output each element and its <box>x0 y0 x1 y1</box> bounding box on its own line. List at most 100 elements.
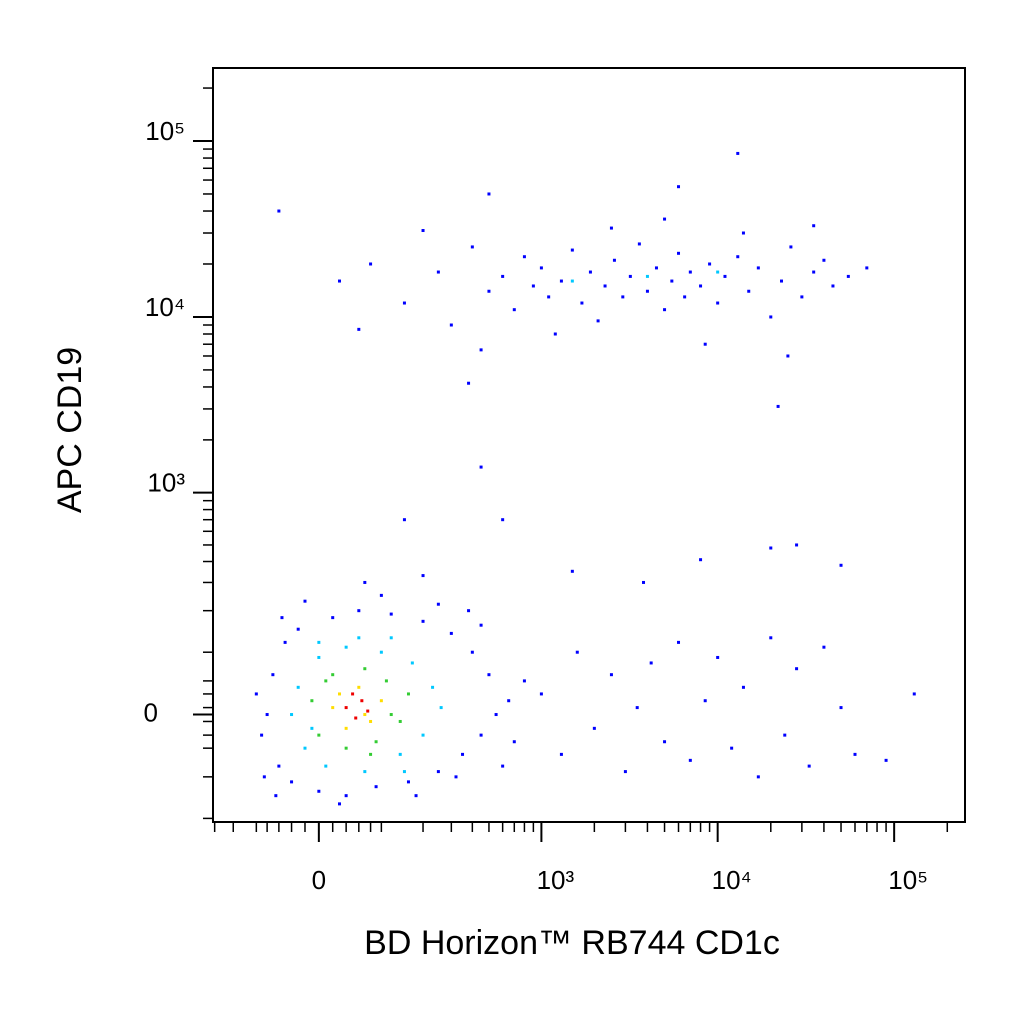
event-dot <box>398 719 402 723</box>
x-tick-label: 10³ <box>537 865 575 895</box>
event-dot <box>363 713 367 717</box>
event-dot <box>553 332 557 336</box>
event-dot <box>846 274 850 278</box>
event-dot <box>570 279 574 283</box>
event-dot <box>487 192 491 196</box>
event-dot <box>262 775 266 779</box>
y-tick-label: 10⁵ <box>145 116 185 146</box>
event-dot <box>507 699 511 703</box>
event-dot <box>609 226 613 230</box>
event-dot <box>479 465 483 469</box>
event-dot <box>290 713 294 717</box>
event-dot <box>389 612 393 616</box>
event-dot <box>807 764 811 768</box>
event-dot <box>559 279 563 283</box>
event-dot <box>621 295 625 299</box>
event-dot <box>421 574 425 578</box>
event-dot <box>431 685 435 689</box>
event-dot <box>756 266 760 270</box>
event-dot <box>501 764 505 768</box>
event-dot <box>324 679 328 683</box>
event-dot <box>580 301 584 305</box>
event-dot <box>769 546 773 550</box>
event-dot <box>800 295 804 299</box>
event-dot <box>296 685 300 689</box>
event-dot <box>677 251 681 255</box>
event-dot <box>703 342 707 346</box>
event-dot <box>539 266 543 270</box>
event-dot <box>344 726 348 730</box>
event-dot <box>449 631 453 635</box>
event-dot <box>670 279 674 283</box>
event-dot <box>786 354 790 358</box>
event-dot <box>374 785 378 789</box>
event-dot <box>290 780 294 784</box>
event-dot <box>479 348 483 352</box>
event-dot <box>406 692 410 696</box>
event-dot <box>421 229 425 233</box>
event-dot <box>402 518 406 522</box>
event-dot <box>575 650 579 654</box>
event-dot <box>366 709 370 713</box>
event-dot <box>677 185 681 189</box>
event-dot <box>596 319 600 323</box>
event-dot <box>374 740 378 744</box>
event-dot <box>783 733 787 737</box>
event-dot <box>795 543 799 547</box>
event-dot <box>884 758 888 762</box>
event-dot <box>338 692 342 696</box>
event-dot <box>831 284 835 288</box>
x-tick-label: 10⁴ <box>712 865 752 895</box>
event-dot <box>522 679 526 683</box>
event-dot <box>756 775 760 779</box>
event-dot <box>369 262 373 266</box>
event-dot <box>812 224 816 228</box>
event-dot <box>303 599 307 603</box>
event-dot <box>612 258 616 262</box>
event-dot <box>703 699 707 703</box>
event-dot <box>677 640 681 644</box>
event-dot <box>357 685 361 689</box>
event-dot <box>663 740 667 744</box>
event-dot <box>351 692 355 696</box>
event-dot <box>512 740 516 744</box>
event-dot <box>654 266 658 270</box>
event-dot <box>338 279 342 283</box>
event-dot <box>912 692 916 696</box>
event-dot <box>723 274 727 278</box>
event-dot <box>795 667 799 671</box>
event-dot <box>479 733 483 737</box>
event-dot <box>522 255 526 259</box>
event-dot <box>501 274 505 278</box>
event-dot <box>449 323 453 327</box>
event-dot <box>812 270 816 274</box>
event-dot <box>839 706 843 710</box>
event-dot <box>645 289 649 293</box>
event-dot <box>406 780 410 784</box>
event-dot <box>384 679 388 683</box>
event-dot <box>839 563 843 567</box>
event-dot <box>699 558 703 562</box>
event-dot <box>317 655 321 659</box>
event-dot <box>747 289 751 293</box>
event-dot <box>603 284 607 288</box>
event-dot <box>699 284 703 288</box>
y-tick-label: 0 <box>144 697 158 727</box>
event-dot <box>331 616 335 620</box>
event-dot <box>357 327 361 331</box>
event-dot <box>769 315 773 319</box>
event-dot <box>559 752 563 756</box>
event-dot <box>716 301 720 305</box>
event-dot <box>688 270 692 274</box>
event-dot <box>531 284 535 288</box>
event-dot <box>410 661 414 665</box>
event-dot <box>570 248 574 252</box>
event-dot <box>436 602 440 606</box>
event-dot <box>277 209 281 213</box>
event-dot <box>265 713 269 717</box>
event-dot <box>379 699 383 703</box>
event-dot <box>357 609 361 613</box>
event-dot <box>338 802 342 806</box>
